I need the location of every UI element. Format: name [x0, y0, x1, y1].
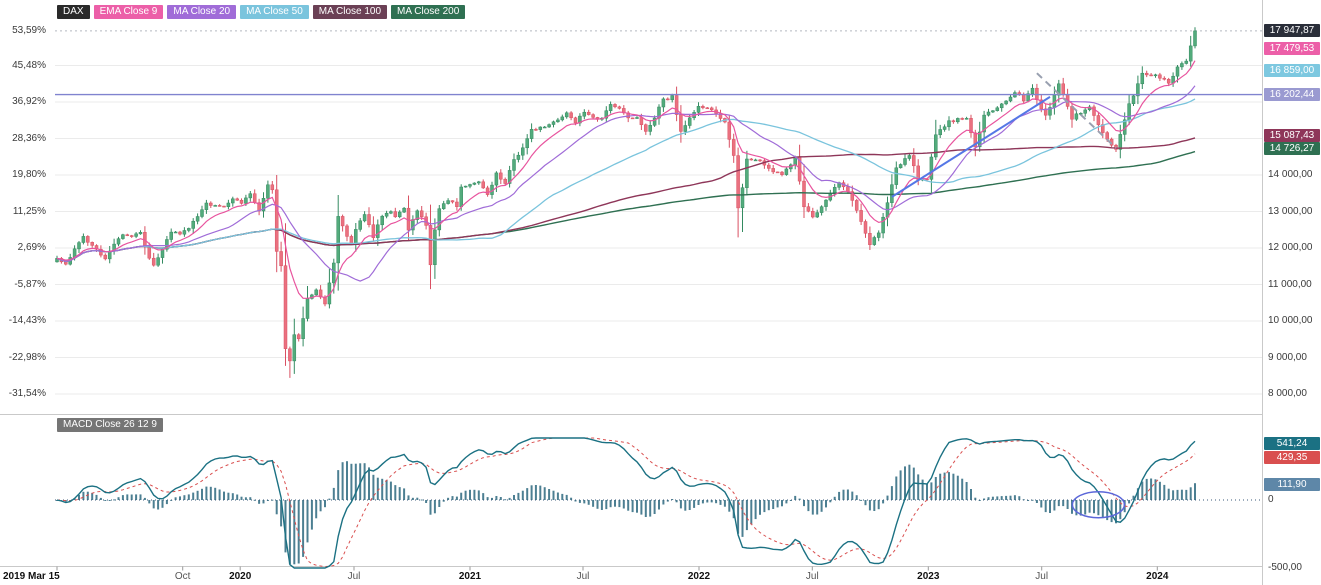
percent-tick: -14,43% [8, 315, 46, 326]
candlestick-series [55, 27, 1197, 378]
percent-tick: 28,36% [12, 132, 46, 144]
downtrend-line[interactable] [1036, 72, 1117, 149]
time-tick: 2022 [687, 571, 711, 582]
price-tick: 8 000,00 [1268, 388, 1307, 399]
percent-tick: 11,25% [12, 205, 46, 217]
ma50-line [56, 98, 1196, 263]
price-badge-ma-200: 14 726,27 [1264, 142, 1320, 155]
ema9-line [56, 60, 1196, 299]
macd-ellipse-annotation[interactable] [1071, 490, 1126, 519]
macd-line [56, 437, 1196, 569]
price-tick: 11 000,00 [1268, 278, 1312, 290]
grid-lines [55, 65, 1262, 395]
price-axis[interactable]: 14 000,00 13 000,00 12 000,00 11 000,00 10 0… [1263, 0, 1321, 585]
time-tick: 2021 [458, 571, 482, 582]
price-tick: 14 000,00 [1268, 169, 1313, 180]
time-tick: Jul [347, 571, 361, 582]
percent-tick: 2,69% [17, 242, 46, 253]
price-tick: 12 000,00 [1268, 242, 1313, 253]
legend-item-ma-close-50[interactable]: MA Close 50 [240, 5, 309, 19]
legend-item-ma-close-200[interactable]: MA Close 200 [391, 5, 466, 19]
percent-axis[interactable]: 53,59% 45,48% 36,92% 28,36% 19,80% 11,25% 2,69… [0, 0, 48, 585]
legend-item-dax[interactable]: DAX [57, 5, 90, 19]
macd-badge-histogram-value: 111,90 [1264, 478, 1320, 492]
price-tick: 9 000,00 [1268, 351, 1307, 363]
percent-tick: -5,87% [14, 278, 46, 290]
macd-badge-macd-value: 541,24 [1264, 436, 1320, 450]
ma20-line [56, 85, 1196, 282]
macd-axis-tick: -500,00 [1268, 561, 1302, 573]
time-tick: 2023 [917, 571, 940, 582]
time-axis[interactable]: 2019 Mar 15 Oct 2020 Jul 2021 Jul 2022 Jul 2023 J… [0, 571, 1321, 585]
legend-item-ema-close-9[interactable]: EMA Close 9 [93, 5, 164, 19]
macd-badge-signal-value: 429,35 [1264, 450, 1320, 464]
percent-tick: -31,54% [8, 388, 46, 399]
time-tick: 2019 Mar 15 [3, 571, 60, 582]
price-badge-last-close: 17 947,87 [1264, 24, 1320, 38]
price-tick: 10 000,00 [1268, 315, 1313, 326]
price-badge-ma-50: 16 859,00 [1264, 64, 1320, 78]
time-axis-ticks [56, 566, 1158, 571]
percent-tick: -22,98% [8, 351, 46, 363]
time-tick: Oct [174, 571, 191, 582]
price-badge-horizontal-line-level: 16 202,44 [1264, 88, 1320, 102]
percent-tick: 53,59% [12, 24, 46, 36]
time-tick: 2024 [1146, 571, 1169, 582]
time-tick: Jul [1035, 571, 1049, 582]
macd-indicator-legend: MACD Close 26 12 9 [57, 418, 163, 432]
macd-indicator-label[interactable]: MACD Close 26 12 9 [57, 418, 163, 432]
macd-axis-tick: 0 [1268, 494, 1274, 505]
percent-tick: 19,80% [12, 169, 46, 180]
price-tick: 13 000,00 [1268, 205, 1313, 217]
time-tick: 2020 [229, 571, 252, 582]
legend-item-ma-close-100[interactable]: MA Close 100 [312, 5, 388, 19]
macd-signal-line [56, 437, 1196, 568]
price-badge-ema-9: 17 479,53 [1264, 41, 1320, 55]
ma100-line [56, 137, 1196, 263]
legend-item-ma-close-20[interactable]: MA Close 20 [167, 5, 237, 19]
percent-tick: 36,92% [12, 96, 46, 107]
main-chart-legend: DAX EMA Close 9 MA Close 20 MA Close 50 MA C… [57, 5, 466, 19]
percent-tick: 45,48% [12, 59, 46, 71]
pane-borders [0, 0, 1263, 585]
price-badge-ma-100: 15 087,43 [1264, 128, 1320, 142]
macd-histogram [56, 461, 1196, 565]
time-tick: Jul [576, 571, 590, 582]
time-tick: Jul [805, 571, 819, 582]
uptrend-line[interactable] [891, 96, 1051, 198]
